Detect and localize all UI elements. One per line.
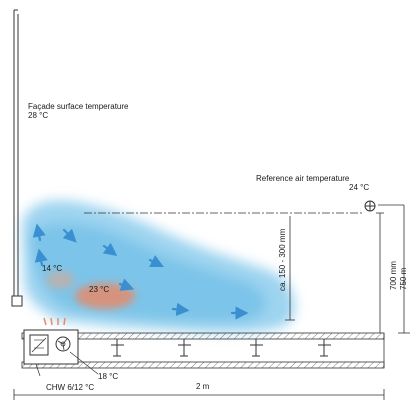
label-14c: 14 °C <box>42 264 63 273</box>
air-flow-arrows <box>32 223 249 320</box>
label-23c: 23 °C <box>89 285 110 294</box>
cool-air-plume <box>22 200 295 333</box>
facade-temperature-title: Façade surface temperature <box>28 102 129 111</box>
reference-axis-line <box>84 204 404 214</box>
heat-exchanger-icon <box>34 339 44 349</box>
reference-air-title: Reference air temperature <box>256 174 350 183</box>
facade-wall <box>11 9 23 307</box>
label-750m: 750 m <box>399 267 408 290</box>
label-150-300mm: ca. 150 - 300 mm <box>278 228 287 291</box>
label-18c: 18 °C <box>98 372 119 381</box>
facade-temperature-value: 28 °C <box>28 111 49 120</box>
label-chw: CHW 6/12 °C <box>46 383 95 392</box>
reference-air-value: 24 °C <box>349 183 370 192</box>
fan-icon <box>55 336 71 352</box>
label-2m: 2 m <box>196 382 210 391</box>
underfloor-unit <box>23 329 79 365</box>
crosshair-circle-icon <box>364 200 376 212</box>
raised-floor <box>21 332 385 369</box>
label-700mm: 700 mm <box>389 261 398 290</box>
dimension-150-300-line <box>285 216 295 321</box>
leader-lines <box>35 351 99 377</box>
dimension-2m-line <box>13 389 385 400</box>
floor-pedestals <box>111 339 331 357</box>
dimension-750-line <box>398 205 410 334</box>
supply-grille <box>43 317 66 326</box>
dimension-700-line <box>376 212 384 333</box>
